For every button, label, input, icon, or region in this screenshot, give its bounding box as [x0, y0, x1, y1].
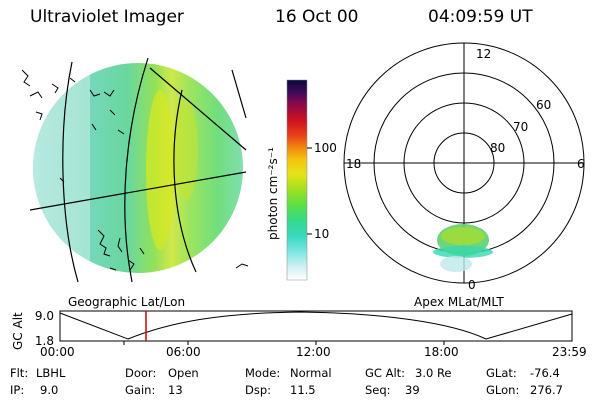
mlat-label-70: 70	[513, 120, 528, 134]
filter-value: LBHL	[36, 366, 66, 380]
ip-label: IP:	[10, 383, 25, 397]
colorbar-tick-label-100: 100	[314, 141, 337, 155]
gc-alt-value: 3.0 Re	[415, 366, 452, 380]
colorbar-unit-label: photon cm⁻²s⁻¹	[266, 147, 280, 240]
dsp-value: 11.5	[290, 383, 316, 397]
apex-panel-label: Apex MLat/MLT	[414, 295, 504, 309]
altitude-ytick-top: 9.0	[35, 309, 54, 323]
altitude-ylabel: GC Alt	[11, 312, 25, 350]
mlt-label-18: 18	[346, 157, 361, 171]
uv-disk-image	[33, 63, 243, 273]
polar-auroral-image	[433, 224, 493, 272]
lat-lon-grid	[29, 57, 247, 283]
colorbar	[286, 79, 308, 281]
altitude-ytick-bottom: 1.8	[35, 334, 54, 348]
glon-value: 276.7	[530, 383, 563, 397]
mlt-label-0: 0	[468, 278, 476, 292]
glat-label: GLat:	[486, 366, 517, 380]
geographic-panel-label: Geographic Lat/Lon	[68, 295, 186, 309]
time-tick-1200: 12:00	[296, 345, 331, 359]
instrument-title: Ultraviolet Imager	[30, 7, 184, 27]
door-value: Open	[168, 366, 199, 380]
mlat-label-60: 60	[536, 98, 551, 112]
seq-label: Seq:	[365, 383, 391, 397]
dsp-label: Dsp:	[245, 383, 272, 397]
time-tick-2359: 23:59	[552, 345, 587, 359]
mode-label: Mode:	[245, 366, 281, 380]
gain-value: 13	[168, 383, 183, 397]
glat-value: -76.4	[530, 366, 560, 380]
time-tick-0000: 00:00	[40, 345, 75, 359]
glon-label: GLon:	[486, 383, 520, 397]
altitude-curve	[59, 311, 573, 340]
mlt-label-6: 6	[577, 157, 585, 171]
filter-label: Flt:	[10, 366, 29, 380]
seq-value: 39	[405, 383, 420, 397]
time-tick-1800: 18:00	[424, 345, 459, 359]
date-label: 16 Oct 00	[275, 7, 359, 27]
mlt-label-12: 12	[476, 47, 491, 61]
gc-alt-label: GC Alt:	[365, 366, 406, 380]
coastline-overlay	[21, 69, 249, 271]
ip-value: 9.0	[40, 383, 59, 397]
mlat-label-80: 80	[490, 141, 505, 155]
gain-label: Gain:	[125, 383, 156, 397]
mode-value: Normal	[290, 366, 332, 380]
time-tick-0600: 06:00	[166, 345, 201, 359]
colorbar-tick-label-10: 10	[314, 227, 329, 241]
door-label: Door:	[125, 366, 157, 380]
time-label: 04:09:59 UT	[428, 7, 533, 27]
